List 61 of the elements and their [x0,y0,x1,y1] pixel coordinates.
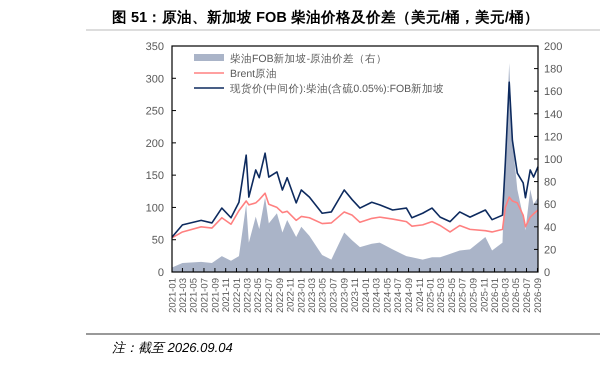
x-tick-label: 2022-05 [253,278,264,313]
x-tick-label: 2023-01 [296,278,308,313]
x-tick-label: 2022-01 [232,278,243,313]
y-tick-label: 150 [146,170,164,182]
x-tick-label: 2024-01 [360,278,372,313]
x-tick-label: 2024-11 [414,278,426,312]
x-tick-label: 2024-05 [382,278,394,313]
x-tick-label: 2025-03 [436,278,447,313]
y2-tick-label: 80 [544,176,556,189]
x-tick-label: 2021-05 [188,278,200,313]
x-tick-label: 2023-03 [306,278,318,313]
x-tick-label: 2025-05 [446,278,458,313]
x-tick-label: 2024-03 [372,278,383,313]
x-tick-label: 2026-03 [500,278,512,313]
y-tick-label: 350 [146,41,164,53]
x-tick-label: 2026-05 [511,278,522,313]
x-tick-label: 2026-07 [522,278,534,313]
y2-tick-label: 160 [544,86,562,98]
y-tick-label: 300 [146,73,164,86]
y-tick-label: 100 [146,202,164,214]
x-tick-label: 2022-03 [242,278,254,313]
x-tick-label: 2021-11 [221,278,232,312]
y2-tick-label: 120 [544,131,562,144]
line-series [171,192,539,239]
x-tick-label: 2022-11 [286,278,297,312]
y-tick-label: 200 [146,138,164,150]
x-tick-label: 2023-05 [318,278,329,313]
y2-tick-label: 180 [544,64,562,76]
x-tick-label: 2025-09 [468,278,480,313]
y2-tick-label: 60 [544,199,556,212]
x-tick-label: 2023-11 [350,278,362,312]
y2-tick-label: 40 [544,222,556,234]
x-tick-label: 2021-07 [199,278,210,313]
x-tick-label: 2022-07 [264,278,275,313]
x-tick-label: 2025-07 [458,278,469,313]
x-tick-label: 2022-09 [274,278,286,313]
y-tick-label: 50 [152,234,164,247]
y-tick-label: 250 [146,106,164,118]
x-tick-label: 2021-01 [168,278,178,313]
x-tick-label: 2023-09 [339,278,350,313]
y-tick-label: 0 [158,267,164,279]
x-tick-label: 2025-01 [426,278,437,313]
x-tick-label: 2021-09 [210,278,222,313]
x-tick-label: 2026-01 [490,278,502,313]
x-tick-label: 2024-09 [404,278,416,313]
text: 注：截至 2026.09.04 [112,340,233,355]
x-tick-label: 2021-03 [178,278,189,313]
y2-tick-label: 100 [544,154,562,166]
chart-title: 图 51：原油、新加坡 FOB 柴油价格及价差（美元/桶，美元/桶） [112,8,539,26]
y2-tick-label: 200 [544,41,562,53]
x-tick-label: 2023-07 [328,278,340,313]
legend-label: 柴油FOB新加坡-原油价差（右） [230,52,388,65]
y2-tick-label: 140 [544,108,562,121]
x-tick-label: 2026-09 [532,278,544,313]
x-tick-label: 2024-07 [393,278,404,313]
x-tick-label: 2025-11 [479,278,490,312]
y2-tick-label: 20 [544,244,556,256]
line-series [171,81,539,238]
y2-tick-label: 0 [544,267,550,279]
legend-label: Brent原油 [230,67,278,80]
legend-label: 现货价(中间价):柴油(含硫0.05%):FOB新加坡 [230,82,444,95]
